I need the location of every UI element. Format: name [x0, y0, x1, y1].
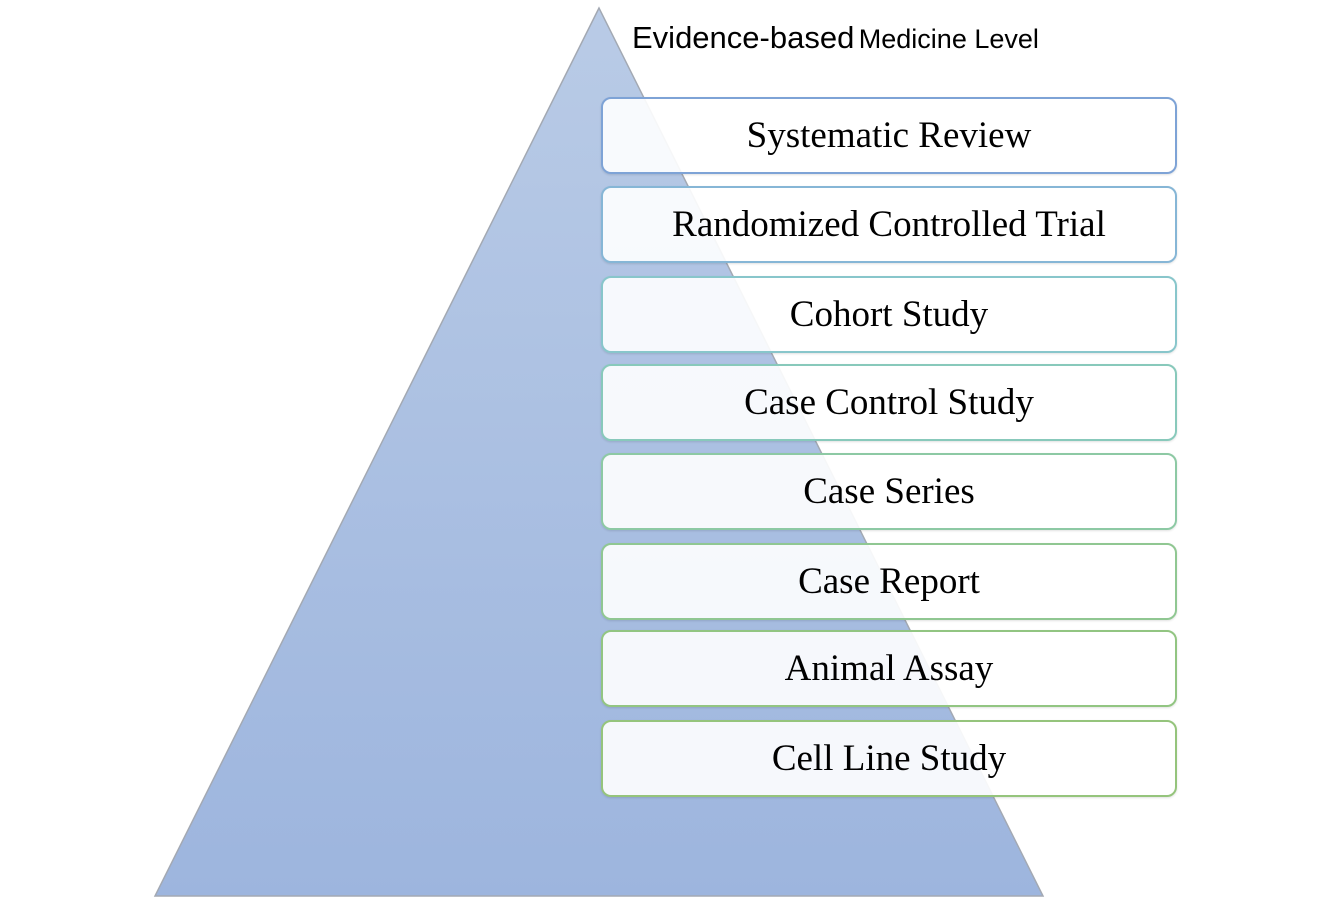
diagram-title: Evidence-based Medicine Level — [632, 22, 1039, 53]
level-box-case-control-study: Case Control Study — [601, 364, 1177, 441]
level-box-case-series: Case Series — [601, 453, 1177, 530]
level-box-randomized-controlled-trial: Randomized Controlled Trial — [601, 186, 1177, 263]
level-box-cell-line-study: Cell Line Study — [601, 720, 1177, 797]
level-box-systematic-review: Systematic Review — [601, 97, 1177, 174]
level-box-animal-assay: Animal Assay — [601, 630, 1177, 707]
level-box-case-report: Case Report — [601, 543, 1177, 620]
level-box-cohort-study: Cohort Study — [601, 276, 1177, 353]
title-part-1: Evidence-based — [632, 20, 855, 55]
title-part-2: Medicine Level — [858, 24, 1039, 54]
